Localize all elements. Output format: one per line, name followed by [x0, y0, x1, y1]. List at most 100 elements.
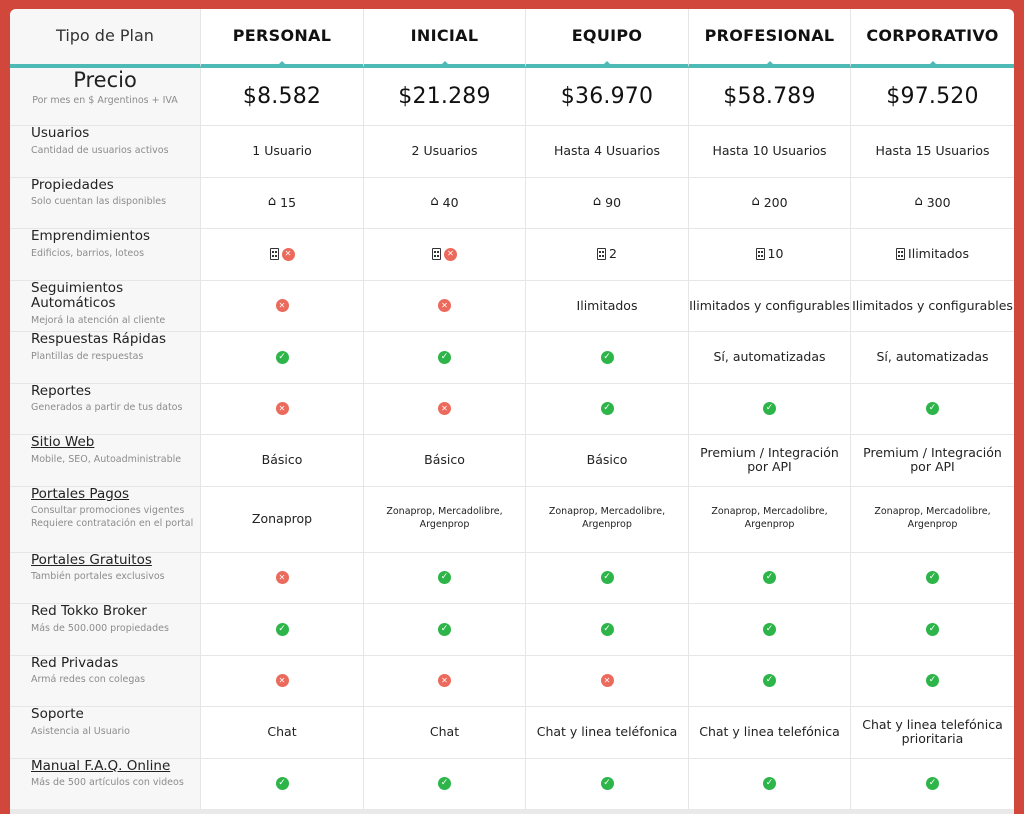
feature-value-cell: ✕	[364, 383, 526, 435]
x-circle-icon: ✕	[275, 674, 289, 688]
x-circle-icon: ✕	[444, 247, 457, 261]
feature-value: Chat y linea telefónica prioritaria	[862, 716, 1003, 747]
feature-value-cell: ✕	[364, 280, 526, 332]
check-circle-icon: ✓	[763, 622, 776, 636]
feature-value-cell: Premium / Integración por API	[689, 435, 851, 487]
feature-label: Usuarios Cantidad de usuarios activos	[10, 125, 201, 178]
home-icon: ⌂	[751, 194, 760, 210]
feature-value-cell: ✓	[689, 655, 851, 707]
home-icon: ⌂	[430, 194, 439, 210]
check-circle-icon: ✓	[926, 622, 939, 636]
home-icon: ⌂	[592, 194, 602, 210]
feature-value: Zonaprop, Mercadolibre, Argenprop	[386, 506, 503, 530]
plan-header-inicial: INICIAL	[364, 9, 526, 68]
feature-value: Básico	[261, 452, 303, 468]
feature-value-cell: Hasta 15 Usuarios	[851, 126, 1014, 178]
feature-value-cell: Sí, automatizadas	[851, 332, 1014, 384]
x-circle-icon: ✕	[275, 571, 289, 585]
check-circle-icon: ✓	[926, 777, 939, 791]
check-circle-icon: ✓	[275, 622, 289, 636]
notch-arrow	[762, 61, 777, 68]
feature-title: Seguimientos Automáticos	[31, 279, 124, 312]
feature-value: Zonaprop, Mercadolibre, Argenprop	[711, 506, 828, 530]
feature-value-cell: ✓	[364, 332, 526, 384]
feature-subtitle: También portales exclusivos	[31, 571, 165, 583]
price-cell: $8.582	[201, 68, 364, 126]
feature-value: Básico	[424, 452, 465, 468]
feature-value-cell: Chat	[201, 707, 364, 759]
plan-name: CORPORATIVO	[866, 26, 999, 46]
feature-value: Zonaprop, Mercadolibre, Argenprop	[874, 506, 991, 530]
feature-title-link[interactable]: Sitio Web	[31, 434, 95, 450]
feature-title-link[interactable]: Portales Pagos	[31, 485, 130, 502]
feature-value: 2	[609, 246, 617, 262]
feature-subtitle: Mobile, SEO, Autoadministrable	[31, 453, 182, 465]
feature-value-cell: ✓	[851, 604, 1014, 656]
feature-subtitle: Mejorá la atención al cliente	[31, 314, 166, 326]
price-value: $97.520	[886, 83, 979, 109]
feature-value-cell: ✓	[201, 604, 364, 656]
check-circle-icon: ✓	[275, 350, 289, 364]
feature-value-cell: ✓	[689, 383, 851, 435]
plan-type-label: Tipo de Plan	[10, 9, 201, 68]
price-value: $21.289	[398, 83, 491, 109]
plan-name: INICIAL	[410, 26, 479, 46]
feature-label[interactable]: Portales Gratuitos También portales exclu…	[10, 551, 201, 604]
home-icon: ⌂	[914, 194, 923, 210]
check-circle-icon: ✓	[275, 777, 289, 791]
price-cell: $21.289	[364, 68, 526, 126]
feature-value: 10	[767, 246, 784, 262]
check-circle-icon: ✓	[926, 571, 939, 585]
plan-header-equipo: EQUIPO	[526, 9, 689, 68]
feature-value-cell: Zonaprop	[201, 486, 364, 553]
price-title: Precio	[73, 68, 137, 92]
feature-title: Red Tokko Broker	[31, 603, 147, 619]
check-circle-icon: ✓	[600, 350, 614, 364]
feature-subtitle: Solo cuentan las disponibles	[31, 196, 167, 208]
feature-value-cell: ✓	[201, 332, 364, 384]
feature-value-cell: ✓	[526, 552, 689, 604]
feature-subtitle: Cantidad de usuarios activos	[31, 144, 169, 156]
feature-value-cell: Básico	[364, 435, 526, 487]
feature-value-cell: ✕	[364, 655, 526, 707]
feature-title-link[interactable]: Manual F.A.Q. Online	[31, 757, 171, 774]
plan-name: EQUIPO	[571, 26, 643, 46]
pricing-table-card: Tipo de Plan PERSONAL INICIAL EQUIPO PRO…	[10, 9, 1014, 814]
feature-value-cell: Chat	[364, 707, 526, 759]
feature-value: 2 Usuarios	[411, 143, 478, 159]
feature-subtitle: Plantillas de respuestas	[31, 350, 144, 362]
feature-subtitle: Armá redes con colegas	[31, 674, 146, 686]
feature-value: 200	[763, 194, 788, 210]
feature-value-cell: ✓	[364, 758, 526, 810]
feature-label[interactable]: Manual F.A.Q. Online Más de 500 artículos…	[10, 757, 201, 810]
plan-header-profesional: PROFESIONAL	[689, 9, 851, 68]
home-icon: ⌂	[267, 194, 277, 210]
feature-value: Zonaprop, Mercadolibre, Argenprop	[548, 506, 666, 530]
price-cell: $97.520	[851, 68, 1014, 126]
price-cell: $36.970	[526, 68, 689, 126]
notch-arrow	[600, 61, 614, 68]
feature-label: Reportes Generados a partir de tus datos	[10, 382, 201, 435]
feature-title: Reportes	[31, 382, 92, 399]
feature-value-cell: ✓	[689, 604, 851, 656]
feature-value-cell: Zonaprop, Mercadolibre, Argenprop	[851, 487, 1014, 553]
feature-value-cell: ✕	[364, 229, 526, 281]
feature-value-cell: Básico	[526, 435, 689, 487]
x-circle-icon: ✕	[281, 247, 295, 261]
feature-value-cell: ✓	[364, 552, 526, 604]
feature-title: Red Privadas	[31, 654, 119, 671]
feature-value: Chat	[267, 724, 297, 740]
feature-value: Básico	[586, 452, 628, 468]
feature-value-cell: Chat y linea telefónica prioritaria	[851, 707, 1014, 759]
feature-label[interactable]: Portales Pagos Consultar promociones vige…	[10, 485, 201, 553]
feature-value: Ilimitados	[576, 297, 638, 313]
x-circle-icon: ✕	[438, 674, 451, 688]
feature-value-cell: Premium / Integración por API	[851, 435, 1014, 487]
feature-title-link[interactable]: Portales Gratuitos	[31, 551, 152, 568]
feature-label[interactable]: Sitio Web Mobile, SEO, Autoadministrable	[10, 434, 201, 487]
feature-subtitle: Requiere contratación en el portal	[31, 518, 194, 530]
feature-value: Hasta 4 Usuarios	[553, 143, 661, 159]
check-circle-icon: ✓	[438, 777, 451, 791]
feature-label: Emprendimientos Edificios, barrios, loteo…	[10, 228, 201, 281]
x-circle-icon: ✕	[600, 674, 614, 688]
